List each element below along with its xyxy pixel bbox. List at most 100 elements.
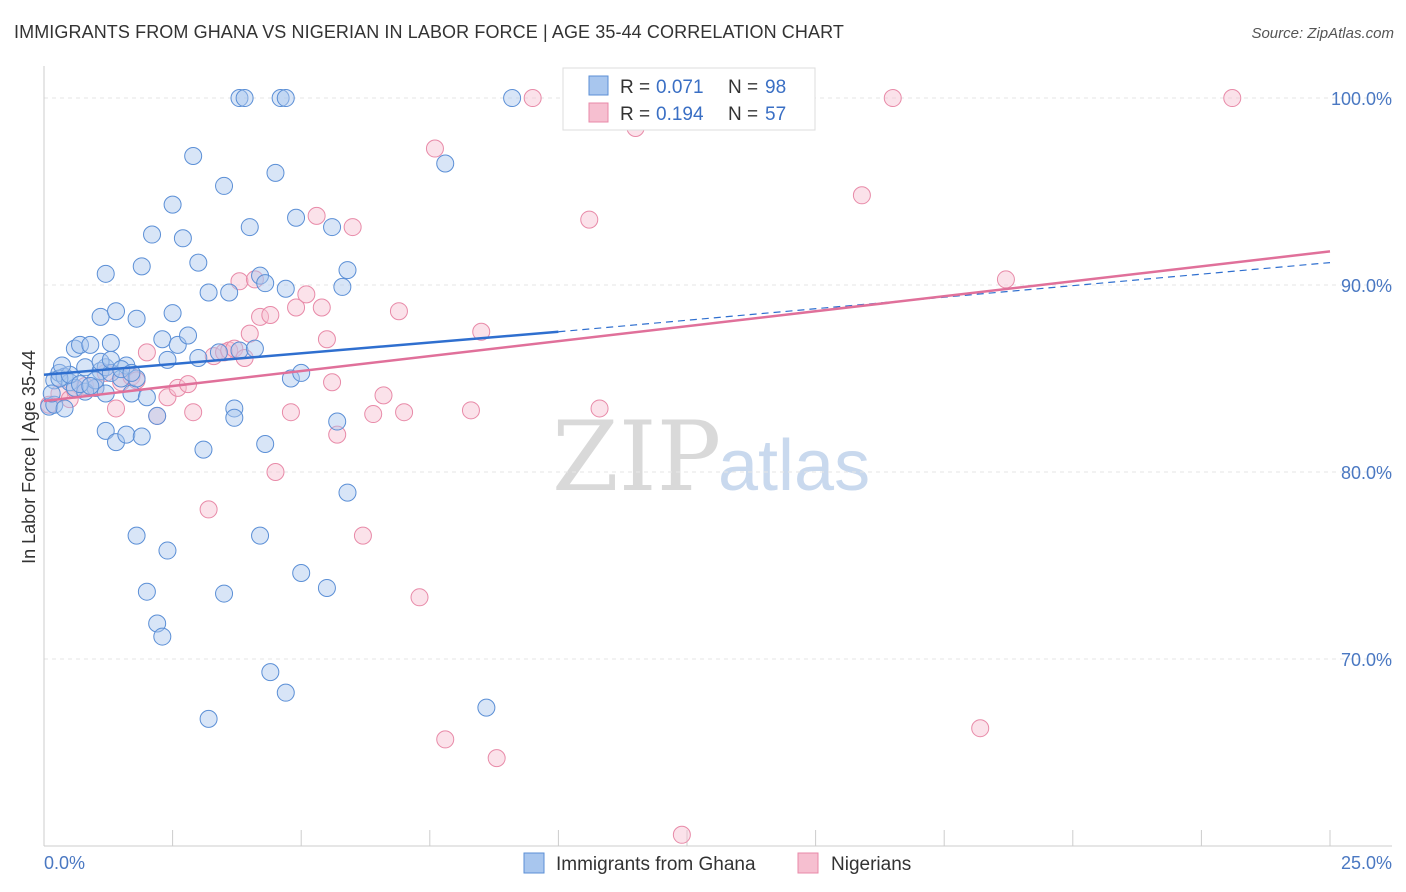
legend-swatch-nigeria [588,102,609,123]
nigeria-point-11 [137,343,156,362]
nigeria-point-49 [523,89,542,108]
bottom-legend-ghana: Immigrants from Ghana [556,854,756,875]
nigeria-point-36 [328,425,347,444]
bottom-legend-swatch-ghana [523,852,545,874]
ghana-point-25 [143,225,162,244]
nigeria-point-50 [580,210,599,229]
ghana-point-37 [199,283,218,302]
ghana-point-38 [209,343,228,362]
ghana-point-20 [122,384,141,403]
ghana-point-50 [251,526,270,545]
ghana-point-62 [333,277,352,296]
legend-n-value-1: 98 [765,77,786,98]
watermark-atlas: atlas [718,426,870,506]
ghana-point-14 [91,307,110,326]
ghana-point-46 [240,218,259,237]
nigerians-series [40,89,1242,844]
nigeria-point-51 [590,399,609,418]
ghana-point-76 [199,709,218,728]
ghana-point-97 [53,356,72,375]
ghana-point-59 [292,563,311,582]
nigeria-point-16 [184,403,203,422]
series-legend: Immigrants from Ghana Nigerians [523,852,911,875]
nigeria-point-28 [266,463,285,482]
ghana-point-69 [137,582,156,601]
ghana-point-55 [276,279,295,298]
ghana-point-61 [328,412,347,431]
ghana-point-73 [215,584,234,603]
legend-swatch-ghana [588,75,609,96]
legend-r-value-1: 0.071 [656,77,704,98]
ghana-point-77 [317,578,336,597]
nigeria-point-57 [971,719,990,738]
ghana-point-56 [281,369,300,388]
chart-title: IMMIGRANTS FROM GHANA VS NIGERIAN IN LAB… [14,22,844,42]
ghana-point-47 [245,339,264,358]
ghana-point-16 [101,334,120,353]
ghana-point-74 [261,663,280,682]
ghana-point-45 [230,341,249,360]
ghana-point-89 [60,365,79,384]
ghana-point-91 [81,377,100,396]
nigeria-trend-line [43,250,1331,403]
ghana-point-23 [132,257,151,276]
ghana-point-82 [148,406,167,425]
x-tick-label-min: 0.0% [44,853,85,873]
nigeria-point-30 [287,298,306,317]
nigeria-point-22 [230,272,249,291]
nigeria-point-59 [1223,89,1242,108]
nigeria-point-17 [199,500,218,519]
nigeria-point-40 [374,386,393,405]
ghana-point-33 [184,147,203,166]
correlation-legend: R = 0.071 N = 98 R = 0.194 N = 57 [562,67,816,131]
nigeria-point-55 [852,186,871,205]
nigeria-point-54 [672,825,691,844]
nigeria-point-41 [389,302,408,321]
legend-r-label-1: R = [620,77,650,98]
ghana-point-57 [287,208,306,227]
bottom-legend-swatch-nigeria [797,852,819,874]
ghana-point-64 [338,483,357,502]
nigeria-point-35 [323,373,342,392]
y-axis-label: In Labor Force | Age 35-44 [19,350,39,564]
ghana-point-81 [132,427,151,446]
ghana-point-79 [107,433,126,452]
ghana-point-75 [276,683,295,702]
ghana-point-26 [153,330,172,349]
y-tick-label-0: 70.0% [1341,650,1392,670]
nigeria-point-32 [307,206,326,225]
ghana-point-34 [189,253,208,272]
ghana-point-54 [276,89,295,108]
ghana-point-51 [256,434,275,453]
ghana-point-60 [323,218,342,237]
ghana-point-17 [107,302,126,321]
trend-lines [43,250,1331,403]
ghana-point-78 [96,421,115,440]
ghana-point-44 [235,89,254,108]
ghana-point-96 [42,384,61,403]
nigeria-point-47 [472,322,491,341]
ghana-point-71 [153,627,172,646]
ghana-point-29 [163,304,182,323]
ghana-point-28 [163,195,182,214]
y-tick-label-3: 100.0% [1331,89,1392,109]
ghana-trend-solid [43,330,559,377]
y-tick-label-1: 80.0% [1341,463,1392,483]
ghana-point-31 [173,229,192,248]
ghana-point-42 [225,408,244,427]
nigeria-point-43 [410,588,429,607]
ghana-point-41 [225,399,244,418]
legend-n-value-2: 57 [765,104,786,125]
ghana-series [40,89,522,728]
watermark-zip: ZIP [552,401,721,513]
legend-r-value-2: 0.194 [656,104,704,125]
ghana-point-24 [137,388,156,407]
ghana-point-84 [55,399,74,418]
x-tick-label-max: 25.0% [1341,853,1392,873]
ghana-point-36 [194,440,213,459]
ghana-point-21 [127,309,146,328]
ghana-point-87 [86,371,105,390]
ghana-point-8 [81,335,100,354]
ghana-point-66 [477,698,496,717]
nigeria-point-58 [996,270,1015,289]
